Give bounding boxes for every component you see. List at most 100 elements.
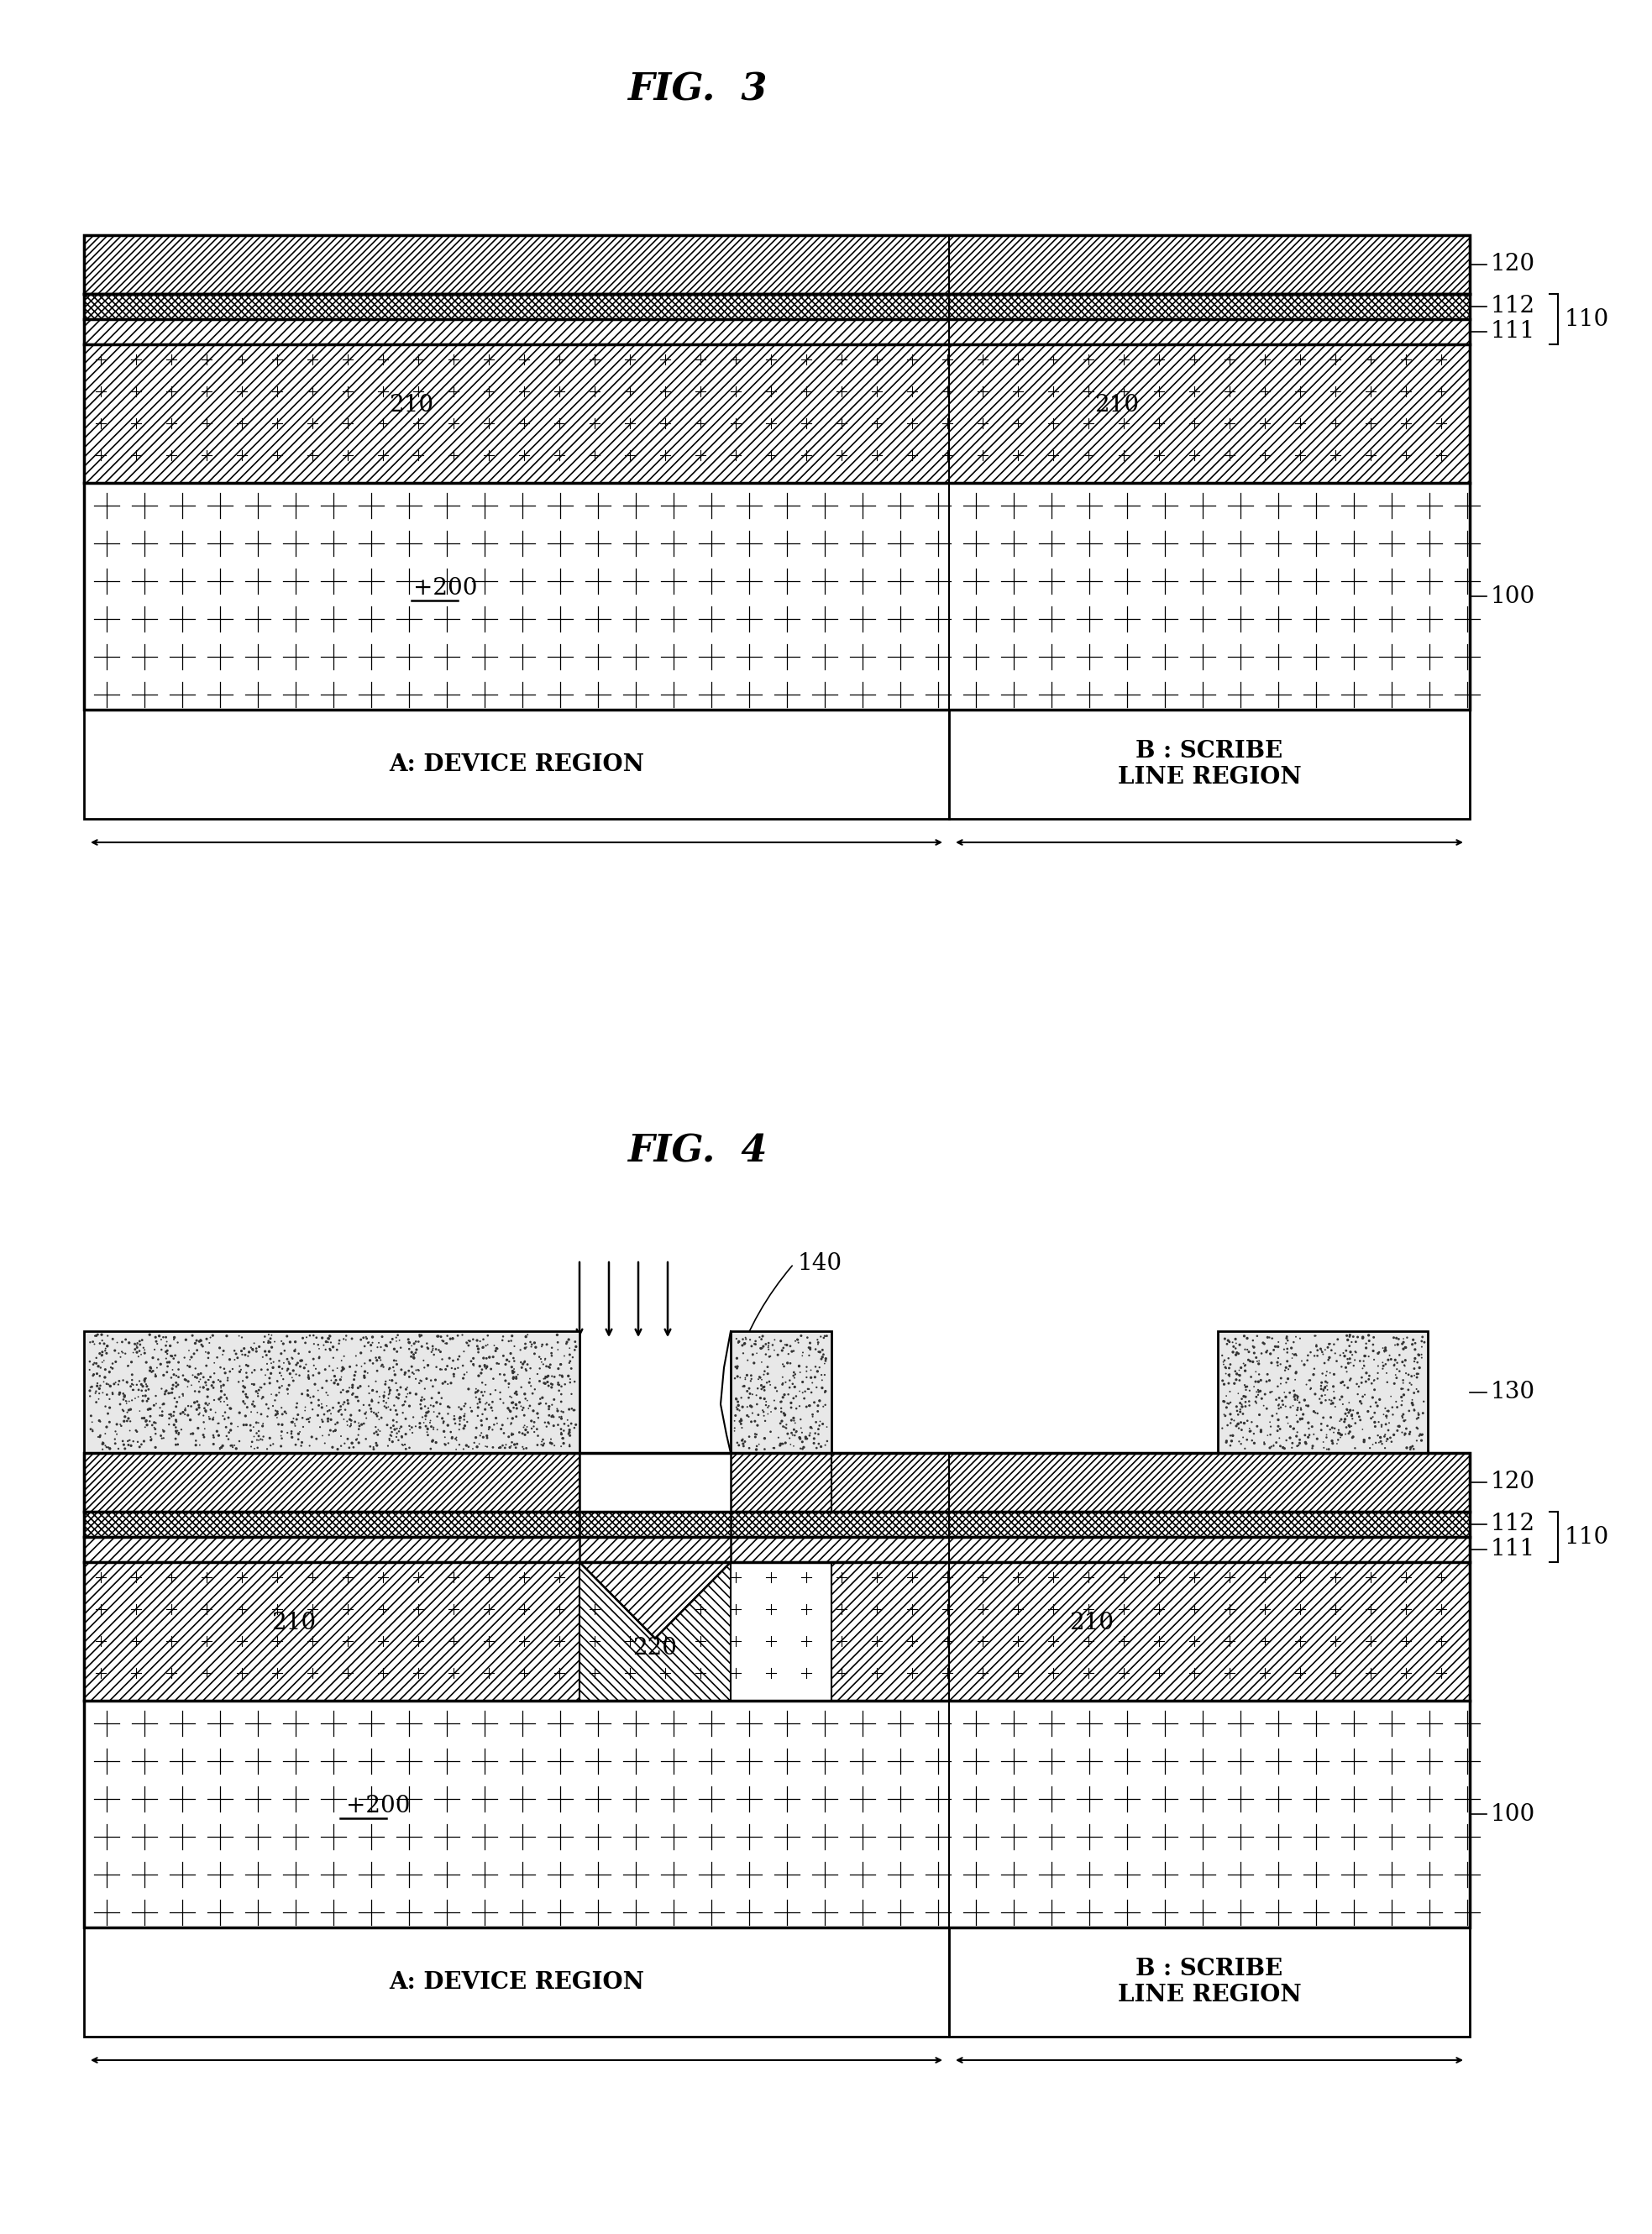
Point [240, 1331, 266, 1367]
Point [805, 1387, 831, 1423]
Point [742, 1323, 768, 1358]
Point [730, 1320, 757, 1356]
Point [805, 1334, 831, 1369]
Point [344, 1347, 370, 1383]
Point [770, 1396, 796, 1432]
Point [180, 1336, 206, 1372]
Point [1227, 1385, 1254, 1421]
Point [139, 1354, 165, 1390]
Point [96, 1430, 122, 1466]
Point [809, 1390, 836, 1425]
Point [119, 1383, 145, 1419]
Point [562, 1331, 588, 1367]
Point [1244, 1318, 1270, 1354]
Point [1262, 1329, 1289, 1365]
Text: +200: +200 [413, 576, 477, 599]
Point [768, 1425, 795, 1461]
Point [152, 1320, 178, 1356]
Point [230, 1363, 256, 1398]
Point [798, 1410, 824, 1445]
Text: B : SCRIBE
LINE REGION: B : SCRIBE LINE REGION [1117, 739, 1302, 789]
Point [1295, 1387, 1322, 1423]
Point [368, 1349, 395, 1385]
Point [1264, 1383, 1290, 1419]
Point [94, 1396, 121, 1432]
Point [471, 1340, 497, 1376]
Point [89, 1323, 116, 1358]
Point [755, 1349, 781, 1385]
Point [279, 1361, 306, 1396]
Point [398, 1338, 425, 1374]
Point [382, 1412, 408, 1448]
Point [355, 1325, 382, 1361]
Point [403, 1331, 430, 1367]
Point [314, 1387, 340, 1423]
Point [724, 1392, 750, 1428]
Point [1310, 1423, 1336, 1459]
Point [1265, 1421, 1292, 1457]
Point [294, 1376, 320, 1412]
Point [246, 1329, 273, 1365]
Point [259, 1329, 286, 1365]
Point [124, 1414, 150, 1450]
Point [284, 1385, 311, 1421]
Point [458, 1390, 484, 1425]
Point [434, 1318, 461, 1354]
Point [1348, 1365, 1374, 1401]
Point [233, 1347, 259, 1383]
Point [121, 1372, 147, 1407]
Point [497, 1336, 524, 1372]
Point [1260, 1428, 1287, 1463]
Point [755, 1390, 781, 1425]
Point [135, 1392, 162, 1428]
Point [425, 1398, 451, 1434]
Point [507, 1331, 534, 1367]
Point [1241, 1369, 1267, 1405]
Point [1333, 1334, 1360, 1369]
Point [241, 1387, 268, 1423]
Point [540, 1381, 567, 1416]
Point [461, 1425, 487, 1461]
Point [1370, 1329, 1396, 1365]
Point [1236, 1387, 1262, 1423]
Point [137, 1419, 164, 1454]
Point [430, 1365, 456, 1401]
Point [330, 1372, 357, 1407]
Point [466, 1381, 492, 1416]
Point [757, 1363, 783, 1398]
Point [210, 1336, 236, 1372]
Point [472, 1340, 499, 1376]
Point [1211, 1320, 1237, 1356]
Point [150, 1414, 177, 1450]
Point [530, 1361, 557, 1396]
Point [497, 1407, 524, 1443]
Point [1265, 1325, 1292, 1361]
Point [183, 1331, 210, 1367]
Point [144, 1385, 170, 1421]
Point [519, 1410, 545, 1445]
Point [294, 1401, 320, 1436]
Point [1327, 1383, 1353, 1419]
Point [309, 1419, 335, 1454]
Point [1229, 1419, 1256, 1454]
Point [1308, 1334, 1335, 1369]
Point [1381, 1347, 1408, 1383]
Point [383, 1320, 410, 1356]
Point [472, 1352, 499, 1387]
Point [1264, 1369, 1290, 1405]
Point [244, 1430, 271, 1466]
Point [132, 1361, 159, 1396]
Point [309, 1320, 335, 1356]
Point [430, 1323, 456, 1358]
Point [1351, 1423, 1378, 1459]
Point [1219, 1419, 1246, 1454]
Point [555, 1407, 582, 1443]
Point [360, 1432, 387, 1468]
Point [243, 1334, 269, 1369]
Point [1279, 1425, 1305, 1461]
Point [1365, 1419, 1391, 1454]
Point [776, 1363, 803, 1398]
Point [773, 1407, 800, 1443]
Point [781, 1412, 808, 1448]
Point [86, 1349, 112, 1385]
